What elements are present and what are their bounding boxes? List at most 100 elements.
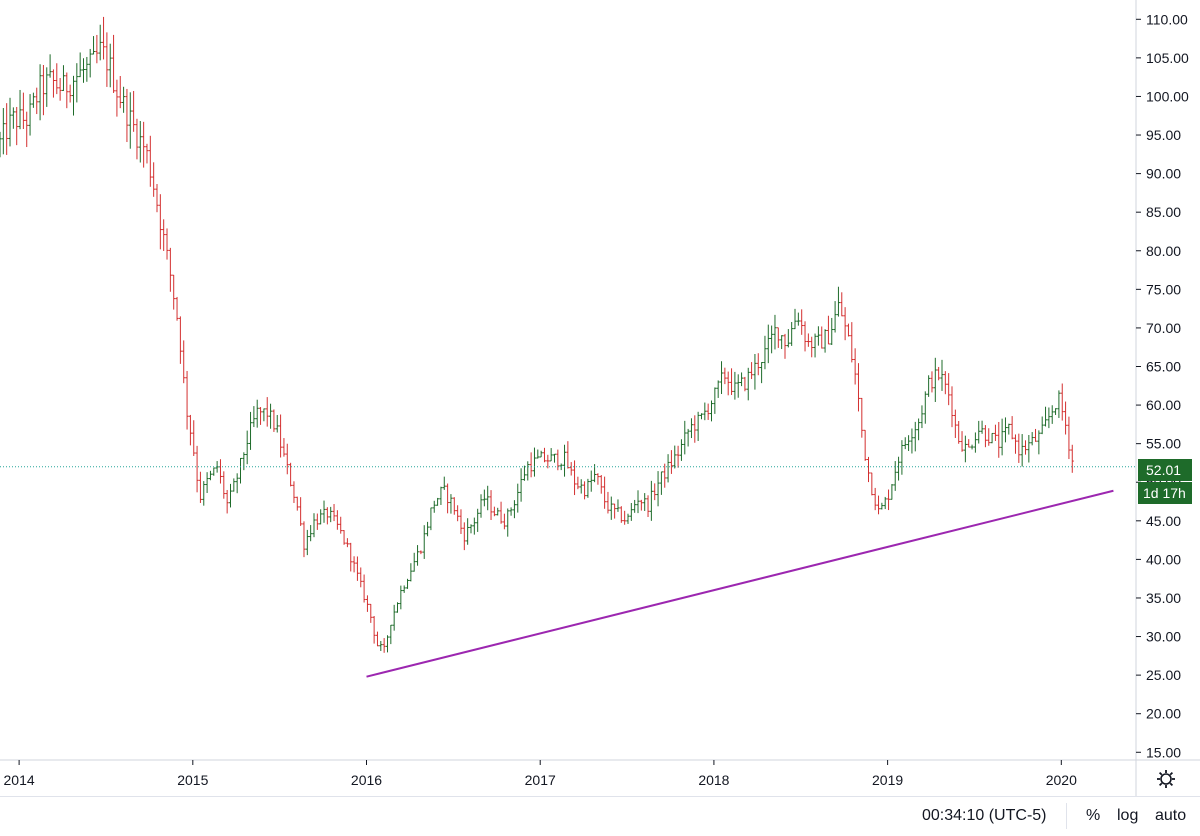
auto-scale-button[interactable]: auto — [1155, 807, 1187, 824]
y-tick-label: 35.00 — [1146, 590, 1181, 606]
ohlc-bar — [299, 497, 303, 526]
ohlc-bar — [1003, 417, 1008, 443]
ohlc-bar — [760, 362, 764, 384]
ohlc-bar — [699, 413, 704, 420]
ohlc-bar — [1070, 444, 1074, 473]
ohlc-bar — [155, 184, 159, 213]
ohlc-bar — [282, 438, 286, 457]
ohlc-bar — [335, 510, 339, 530]
price-axis[interactable]: 15.0020.0025.0030.0035.0040.0045.0050.00… — [1136, 11, 1189, 760]
ohlc-bar — [569, 462, 573, 476]
gear-icon[interactable] — [1157, 770, 1175, 788]
ohlc-bar — [656, 471, 660, 507]
y-tick-label: 60.00 — [1146, 397, 1181, 413]
ohlc-bar — [1013, 434, 1018, 454]
ohlc-bar — [860, 397, 864, 438]
ohlc-bar — [910, 428, 914, 454]
ohlc-bar — [713, 387, 717, 414]
ohlc-bar — [452, 497, 456, 515]
ohlc-bar — [459, 509, 463, 534]
ohlc-bar — [770, 325, 774, 354]
ohlc-bar — [893, 461, 897, 491]
ohlc-bar — [65, 72, 69, 109]
ohlc-bar — [369, 603, 373, 623]
countdown-label: 1d 17h — [1143, 485, 1186, 501]
ohlc-bar — [496, 507, 500, 516]
ohlc-bar — [813, 333, 817, 358]
ohlc-bar — [586, 478, 590, 498]
ohlc-bar — [1033, 428, 1038, 442]
y-tick-label: 25.00 — [1146, 667, 1181, 683]
ohlc-bar — [195, 445, 199, 493]
y-tick-label: 15.00 — [1146, 744, 1181, 760]
ohlc-bar — [412, 552, 416, 572]
ohlc-bar — [870, 472, 874, 496]
ohlc-bar — [709, 400, 714, 422]
ohlc-bar — [980, 420, 984, 434]
ohlc-bar — [1067, 416, 1071, 460]
ohlc-bar — [45, 67, 49, 107]
ohlc-bar — [906, 435, 911, 451]
ohlc-bar — [115, 79, 119, 117]
price-chart[interactable]: 15.0020.0025.0030.0035.0040.0045.0050.00… — [0, 0, 1200, 796]
ohlc-bar — [676, 445, 680, 468]
ohlc-bar — [616, 499, 620, 512]
ohlc-bar — [305, 529, 309, 556]
ohlc-bar — [1017, 433, 1021, 463]
ohlc-bar — [689, 418, 694, 439]
ohlc-bar — [696, 411, 700, 441]
ohlc-bar — [359, 567, 363, 588]
ohlc-bar — [623, 510, 627, 525]
ohlc-bar — [469, 524, 473, 534]
ohlc-bar — [382, 638, 386, 653]
time-axis[interactable]: 2014 2015 2016 2017 2018 2019 2020 — [4, 760, 1078, 788]
ohlc-bar — [643, 493, 647, 511]
ohlc-bar — [1043, 406, 1048, 427]
ohlc-bar — [255, 399, 259, 428]
ohlc-bar — [48, 54, 52, 78]
ohlc-bar — [806, 333, 810, 347]
x-tick-label: 2015 — [177, 772, 208, 788]
ohlc-bar — [739, 372, 744, 387]
ohlc-bar — [446, 483, 450, 514]
ohlc-bar — [746, 367, 750, 401]
ohlc-bar — [542, 447, 547, 463]
ohlc-bar — [168, 247, 172, 292]
ohlc-bar — [810, 336, 814, 358]
ohlc-bar — [429, 507, 433, 531]
ohlc-bar — [729, 368, 734, 395]
ohlc-bar — [609, 496, 613, 520]
ohlc-bar — [5, 103, 9, 155]
ohlc-bar — [917, 418, 921, 441]
ohlc-bar — [158, 194, 162, 250]
ohlc-bars — [0, 16, 1074, 653]
ohlc-bar — [512, 500, 517, 519]
ohlc-bar — [572, 460, 577, 496]
trendline[interactable] — [366, 489, 1114, 678]
ohlc-bar — [960, 431, 964, 452]
ohlc-bar — [836, 286, 841, 317]
ohlc-bar — [890, 484, 894, 500]
ohlc-bar — [606, 491, 610, 514]
clock-readout[interactable]: 00:34:10 (UTC-5) — [922, 807, 1047, 824]
ohlc-bar — [539, 450, 543, 458]
y-tick-label: 80.00 — [1146, 243, 1181, 259]
ohlc-bar — [162, 219, 166, 251]
ohlc-bar — [222, 471, 226, 499]
ohlc-bar — [653, 483, 657, 501]
y-tick-label: 20.00 — [1146, 706, 1181, 722]
plot-area[interactable] — [0, 0, 1136, 760]
ohlc-bar — [415, 545, 420, 566]
percent-scale-button[interactable]: % — [1086, 807, 1101, 824]
ohlc-bar — [402, 585, 406, 593]
ohlc-bar — [549, 448, 553, 462]
ohlc-bar — [619, 506, 623, 523]
ohlc-bar — [1020, 434, 1024, 467]
ohlc-bar — [970, 444, 974, 450]
ohlc-bar — [987, 428, 991, 446]
log-scale-button[interactable]: log — [1117, 807, 1139, 824]
ohlc-bar — [285, 443, 289, 475]
y-tick-label: 105.00 — [1146, 50, 1189, 66]
ohlc-bar — [659, 471, 663, 495]
ohlc-bar — [435, 497, 440, 506]
